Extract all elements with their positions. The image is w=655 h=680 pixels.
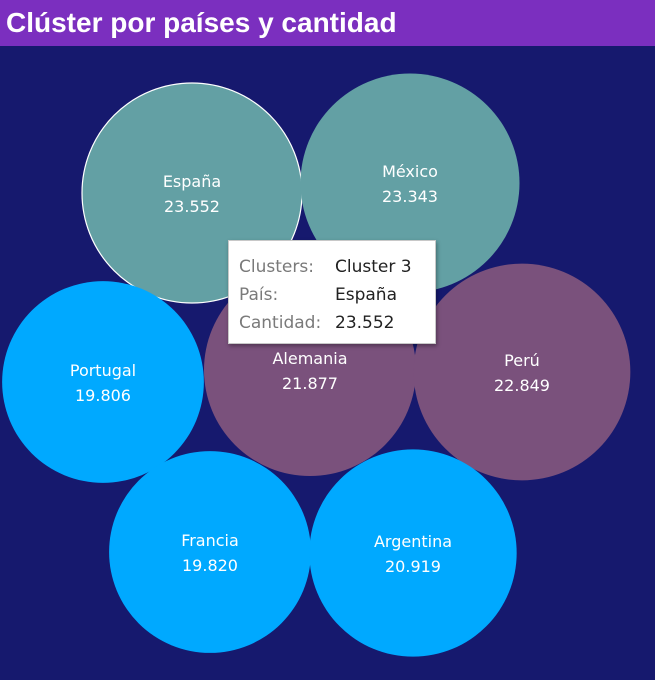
bubble-portugal[interactable] <box>2 281 204 483</box>
bubble-label-portugal: Portugal <box>70 361 136 380</box>
bubble-argentina[interactable] <box>309 449 517 657</box>
bubble-value-francia: 19.820 <box>182 556 238 575</box>
tooltip-row-amount: Cantidad: 23.552 <box>239 309 425 337</box>
page-title: Clúster por países y cantidad <box>6 7 397 38</box>
tooltip-value: Cluster 3 <box>335 257 412 277</box>
tooltip-key: País: <box>239 285 279 305</box>
bubble-label-argentina: Argentina <box>374 532 452 551</box>
bubble-value-portugal: 19.806 <box>75 386 131 405</box>
bubble-label-francia: Francia <box>181 531 239 550</box>
bubble-label-alemania: Alemania <box>272 349 347 368</box>
bubble-francia[interactable] <box>109 451 311 653</box>
bubble-value-alemania: 21.877 <box>282 374 338 393</box>
bubble-peru[interactable] <box>413 263 631 481</box>
bubble-value-peru: 22.849 <box>494 376 550 395</box>
bubble-value-mexico: 23.343 <box>382 187 438 206</box>
header-bar: Clúster por países y cantidad <box>0 0 655 46</box>
bubble-value-espana: 23.552 <box>164 197 220 216</box>
bubble-label-espana: España <box>163 172 221 191</box>
tooltip-key: Clusters: <box>239 257 314 277</box>
tooltip-row-cluster: Clusters: Cluster 3 <box>239 253 425 281</box>
tooltip: Clusters: Cluster 3 País: España Cantida… <box>228 240 436 344</box>
tooltip-value: España <box>335 285 397 305</box>
bubble-label-mexico: México <box>382 162 438 181</box>
bubble-mexico[interactable] <box>300 73 520 293</box>
tooltip-key: Cantidad: <box>239 313 322 333</box>
bubble-value-argentina: 20.919 <box>385 557 441 576</box>
tooltip-row-country: País: España <box>239 281 425 309</box>
bubble-label-peru: Perú <box>504 351 540 370</box>
tooltip-value: 23.552 <box>335 313 395 333</box>
